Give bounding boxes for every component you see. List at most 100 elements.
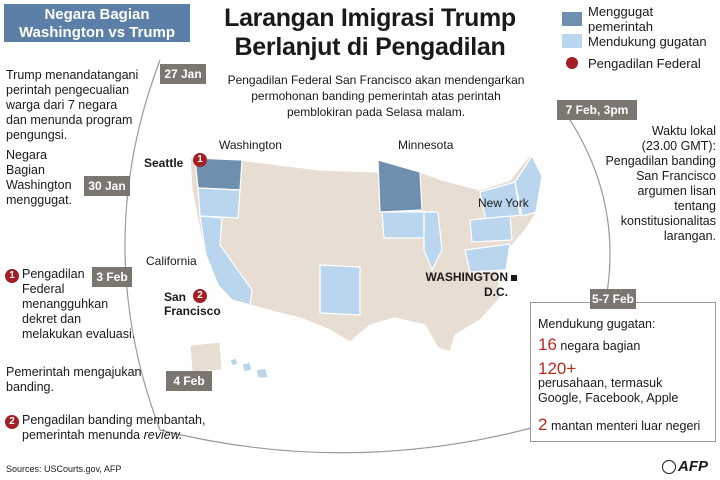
note-4feb-line: Pemerintah mengajukan	[6, 365, 142, 379]
state-new-york	[479, 181, 521, 221]
note-30jan-line: Washington	[6, 178, 72, 192]
legend-label-support: Mendukung gugatan	[588, 33, 707, 49]
afp-logo-text: AFP	[678, 458, 708, 475]
label-california: California	[146, 254, 197, 268]
subtitle-line2: permohonan banding pemerintah atas perin…	[251, 89, 501, 103]
note-4feb-appeal: Pengadilan banding membantah, pemerintah…	[22, 413, 222, 443]
note-27jan: Trump menandatangani perintah pengecuali…	[6, 68, 156, 143]
support-states-label: negara bagian	[560, 339, 641, 353]
note-30jan: Negara Bagian Washington menggugat.	[6, 148, 86, 208]
badge-1-timeline: 1	[5, 267, 19, 285]
state-pennsylvania	[469, 215, 513, 243]
state-hawaii	[229, 357, 269, 379]
support-ministers-count: 2	[538, 415, 548, 434]
subtitle-line3: pemblokiran pada Selasa malam.	[286, 105, 466, 119]
note-7feb-line: San Francisco	[636, 169, 716, 183]
state-virginia	[464, 243, 511, 273]
note-30jan-line: menggugat.	[6, 193, 73, 207]
state-oregon	[197, 187, 241, 219]
note-27jan-line: Trump menandatangani	[6, 68, 139, 82]
support-heading: Mendukung gugatan:	[538, 317, 656, 331]
badge-1-text: 1	[5, 268, 19, 283]
date-tag-27jan: 27 Jan	[160, 64, 206, 84]
court-badge-seattle: 1	[193, 151, 207, 169]
badge-2-sf: 2	[193, 288, 207, 303]
support-companies-line1: perusahaan, termasuk	[538, 376, 663, 390]
legend: Menggugat pemerintah Mendukung gugatan P…	[562, 4, 720, 74]
support-states-count: 16	[538, 335, 557, 354]
legend-swatch-support	[562, 34, 582, 48]
note-3feb-line: Federal	[22, 282, 65, 296]
header-box: Negara Bagian Washington vs Trump	[4, 4, 190, 42]
label-san-francisco: San Francisco	[164, 290, 221, 318]
note-27jan-line: dan menunda program	[6, 113, 133, 127]
note-4feb: Pemerintah mengajukan banding.	[6, 365, 166, 395]
badge-2-timeline: 2	[5, 413, 19, 431]
legend-item-sued: Menggugat pemerintah	[562, 4, 720, 34]
note-7feb-line: Pengadilan banding	[605, 154, 716, 168]
legend-label-sued: Menggugat pemerintah	[588, 4, 654, 34]
support-ministers: 2 mantan menteri luar negeri	[538, 415, 701, 434]
title-line2: Berlanjut di Pengadilan	[234, 33, 506, 61]
date-tag-3feb: 3 Feb	[92, 267, 132, 287]
label-minnesota: Minnesota	[398, 138, 454, 152]
label-sf-line2: Francisco	[164, 304, 221, 318]
note-7feb-line: (23.00 GMT):	[641, 139, 716, 153]
support-ministers-label: mantan menteri luar negeri	[550, 419, 701, 433]
title-line1: Larangan Imigrasi Trump	[224, 4, 516, 32]
afp-logo: AFP	[662, 458, 708, 475]
state-new-england	[514, 154, 543, 217]
state-new-mexico	[319, 264, 361, 316]
court-dot-icon	[566, 57, 578, 69]
note-7feb-line: argumen lisan	[637, 184, 716, 198]
note-7feb-line: konstitusionalitas	[620, 214, 716, 228]
header-box-line2: Washington vs Trump	[18, 24, 176, 41]
note-7feb-line: tentang	[674, 199, 716, 213]
dc-marker-icon	[511, 275, 517, 281]
legend-swatch-sued	[562, 12, 582, 26]
note-3feb: Pengadilan Federal menangguhkan dekret d…	[22, 267, 152, 342]
header-box-line1: Negara Bagian	[44, 6, 150, 23]
subtitle: Pengadilan Federal San Francisco akan me…	[206, 72, 546, 120]
date-tag-5-7feb: 5-7 Feb	[590, 289, 636, 309]
note-4feb-italic: review.	[143, 428, 183, 442]
subtitle-line1: Pengadilan Federal San Francisco akan me…	[227, 73, 525, 87]
legend-label-court: Pengadilan Federal	[588, 55, 701, 71]
note-27jan-line: perintah pengecualian	[6, 83, 130, 97]
note-3feb-line: dekret dan	[22, 312, 82, 326]
note-3feb-line: menangguhkan	[22, 297, 109, 311]
legend-item-court: Pengadilan Federal	[562, 52, 720, 74]
us-map	[189, 153, 543, 379]
note-27jan-line: pengungsi.	[6, 128, 68, 142]
note-4feb-line: banding.	[6, 380, 54, 394]
globe-icon	[662, 460, 676, 475]
support-box: Mendukung gugatan: 16 negara bagian 120+…	[530, 302, 716, 442]
note-4feb-appeal-line1: Pengadilan banding membantah,	[22, 413, 206, 427]
label-sf-line1: San	[164, 290, 187, 304]
legend-item-support: Mendukung gugatan	[562, 30, 720, 52]
badge-2-text: 2	[5, 414, 19, 429]
label-seattle-text: Seattle	[144, 156, 184, 170]
page-title: Larangan Imigrasi Trump Berlanjut di Pen…	[200, 4, 540, 62]
support-states: 16 negara bagian	[538, 335, 641, 354]
note-30jan-line: Bagian	[6, 163, 45, 177]
state-alaska	[189, 341, 223, 373]
label-dc: WASHINGTON D.C.	[420, 270, 508, 300]
note-3feb-line: Pengadilan	[22, 267, 85, 281]
label-dc-line2: D.C.	[484, 285, 508, 299]
state-california	[199, 215, 253, 306]
state-illinois	[423, 211, 443, 272]
badge-1-seattle: 1	[193, 152, 207, 167]
note-3feb-line: melakukan evaluasi.	[22, 327, 136, 341]
state-minnesota	[377, 159, 423, 213]
support-companies-count: 120+	[538, 359, 577, 378]
note-7feb-line: Waktu lokal	[651, 124, 716, 138]
label-seattle: Seattle	[144, 156, 183, 170]
support-companies-line2: Google, Facebook, Apple	[538, 391, 679, 405]
note-4feb-prefix: pemerintah menunda	[22, 428, 144, 442]
support-companies: 120+ perusahaan, termasuk Google, Facebo…	[538, 359, 679, 406]
state-iowa	[381, 211, 425, 239]
note-4feb-appeal-line2: pemerintah menunda review.	[22, 428, 222, 443]
date-tag-4feb: 4 Feb	[166, 371, 212, 391]
label-washington: Washington	[219, 138, 282, 152]
